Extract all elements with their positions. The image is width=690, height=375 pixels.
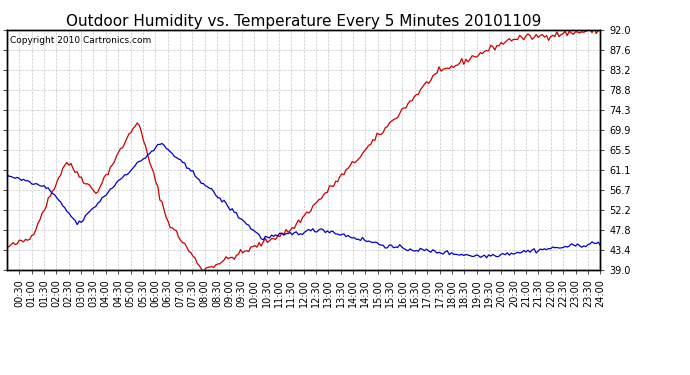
Title: Outdoor Humidity vs. Temperature Every 5 Minutes 20101109: Outdoor Humidity vs. Temperature Every 5… [66,14,541,29]
Text: Copyright 2010 Cartronics.com: Copyright 2010 Cartronics.com [10,36,151,45]
